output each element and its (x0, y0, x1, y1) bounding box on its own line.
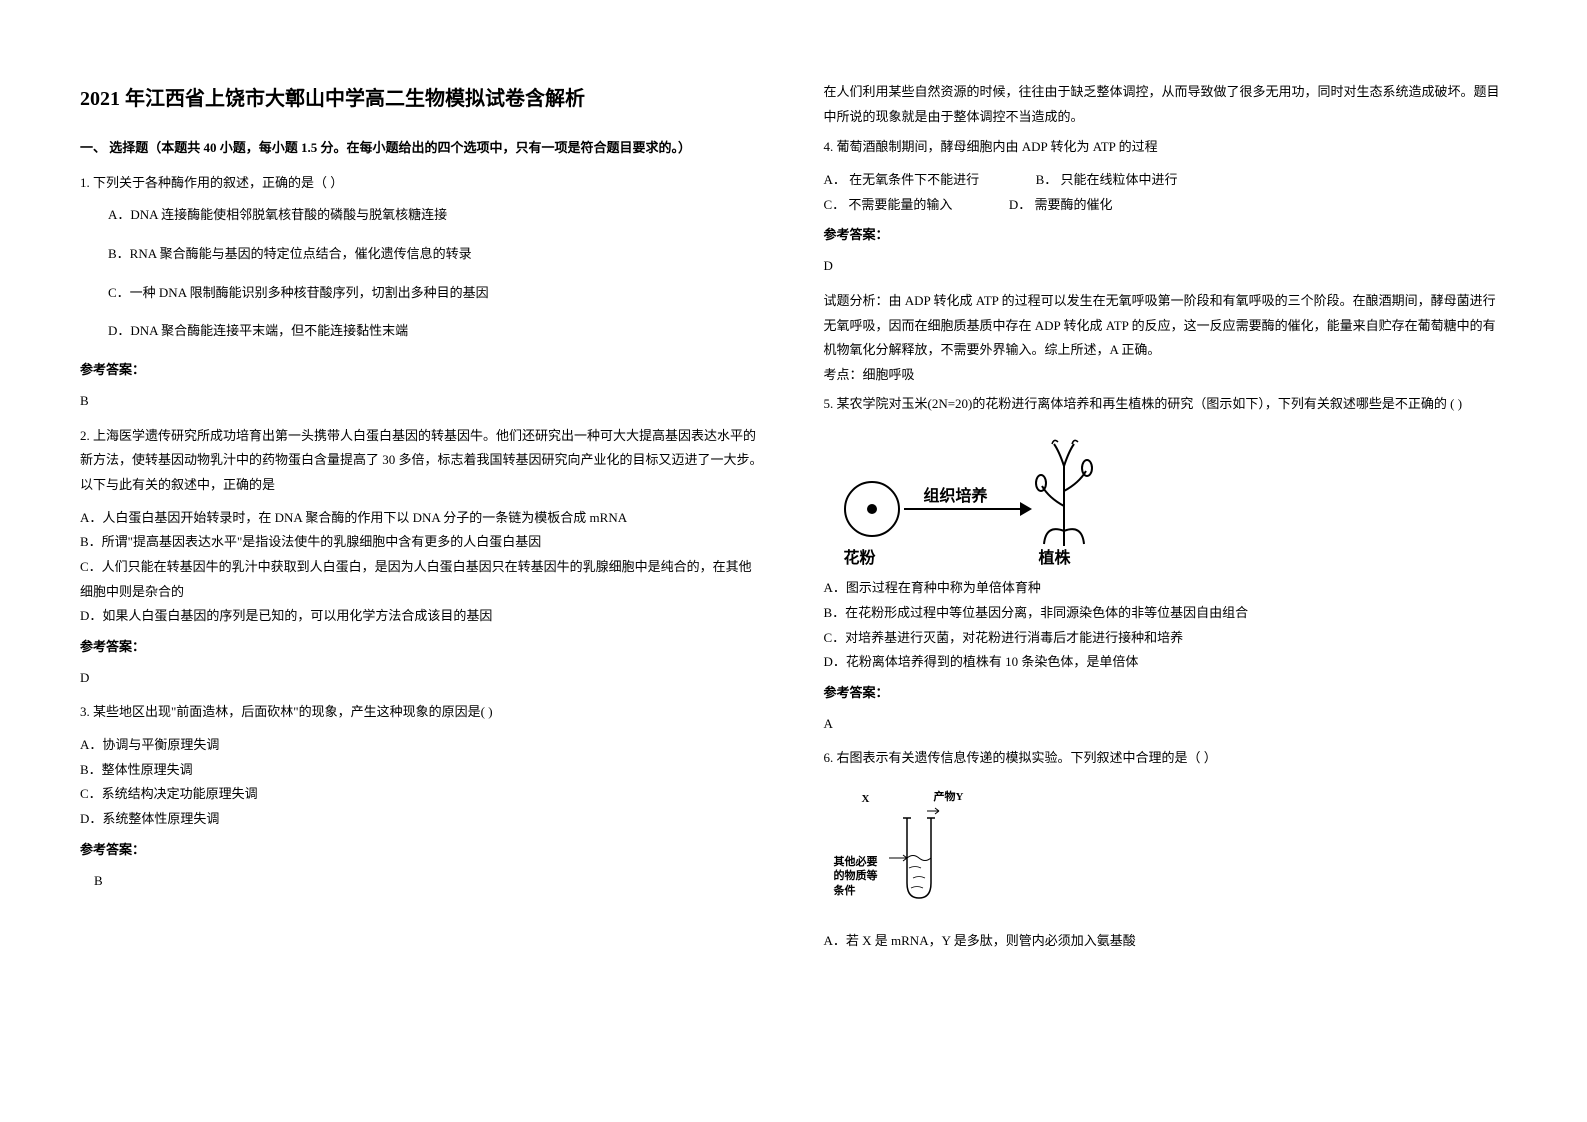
q4-answer-label: 参考答案： (824, 223, 1508, 248)
q3-opt-b: B．整体性原理失调 (80, 758, 764, 783)
q5-opt-c: C．对培养基进行灭菌，对花粉进行消毒后才能进行接种和培养 (824, 626, 1508, 651)
pollen-dot-icon (867, 504, 877, 514)
left-column: 2021 年江西省上饶市大鄣山中学高二生物模拟试卷含解析 一、 选择题（本题共 … (50, 80, 794, 1082)
q1-opt-c: C．一种 DNA 限制酶能识别多种核苷酸序列，切割出多种目的基因 (80, 281, 764, 306)
q3-opt-a: A．协调与平衡原理失调 (80, 733, 764, 758)
q2-opt-b: B．所谓"提高基因表达水平"是指设法使牛的乳腺细胞中含有更多的人白蛋白基因 (80, 530, 764, 555)
q3-opt-c: C．系统结构决定功能原理失调 (80, 782, 764, 807)
q5-opt-d: D．花粉离体培养得到的植株有 10 条染色体，是单倍体 (824, 650, 1508, 675)
q2-answer: D (80, 666, 764, 691)
q1-opt-b: B．RNA 聚合酶能与基因的特定位点结合，催化遗传信息的转录 (80, 242, 764, 267)
q1-answer-label: 参考答案： (80, 358, 764, 383)
q5-answer: A (824, 712, 1508, 737)
q4-opt-d: D． 需要酶的催化 (1009, 197, 1113, 212)
q5-answer-label: 参考答案： (824, 681, 1508, 706)
q4-explain1: 试题分析：由 ADP 转化成 ATP 的过程可以发生在无氧呼吸第一阶段和有氧呼吸… (824, 289, 1508, 363)
q5-diagram: 花粉 组织培养 植株 (834, 426, 1094, 566)
q5-opt-b: B．在花粉形成过程中等位基因分离，非同源染色体的非等位基因自由组合 (824, 601, 1508, 626)
q5-opt-a: A．图示过程在育种中称为单倍体育种 (824, 576, 1508, 601)
plant-icon (1034, 436, 1094, 556)
section-heading: 一、 选择题（本题共 40 小题，每小题 1.5 分。在每小题给出的四个选项中，… (80, 136, 764, 161)
q6-opt-a: A．若 X 是 mRNA，Y 是多肽，则管内必须加入氨基酸 (824, 929, 1508, 954)
q4-opt-b: B． 只能在线粒体中进行 (1036, 172, 1178, 187)
test-tube-icon (889, 803, 944, 903)
q3-opt-d: D．系统整体性原理失调 (80, 807, 764, 832)
plant-label: 植株 (1039, 544, 1071, 574)
q6-stem: 6. 右图表示有关遗传信息传递的模拟实验。下列叙述中合理的是（ ） (824, 746, 1508, 771)
q1-answer: B (80, 389, 764, 414)
exam-title: 2021 年江西省上饶市大鄣山中学高二生物模拟试卷含解析 (80, 80, 764, 118)
q2-opt-a: A．人白蛋白基因开始转录时，在 DNA 聚合酶的作用下以 DNA 分子的一条链为… (80, 506, 764, 531)
q4-answer: D (824, 254, 1508, 279)
q4-stem: 4. 葡萄酒酿制期间，酵母细胞内由 ADP 转化为 ATP 的过程 (824, 135, 1508, 160)
q5-stem: 5. 某农学院对玉米(2N=20)的花粉进行离体培养和再生植株的研究（图示如下）… (824, 392, 1508, 417)
q2-opt-d: D．如果人白蛋白基因的序列是已知的，可以用化学方法合成该目的基因 (80, 604, 764, 629)
q6-label-x: X (862, 789, 870, 810)
q2-stem: 2. 上海医学遗传研究所成功培育出第一头携带人白蛋白基因的转基因牛。他们还研究出… (80, 424, 764, 498)
right-column: 在人们利用某些自然资源的时候，往往由于缺乏整体调控，从而导致做了很多无用功，同时… (794, 80, 1538, 1082)
q4-explain2: 考点：细胞呼吸 (824, 363, 1508, 388)
q3-answer-label: 参考答案： (80, 838, 764, 863)
q1-opt-a: A．DNA 连接酶能使相邻脱氧核苷酸的磷酸与脱氧核糖连接 (80, 203, 764, 228)
arrow-label: 组织培养 (924, 482, 988, 512)
q4-opt-c: C． 不需要能量的输入 (824, 197, 953, 212)
q4-opts-row1: A． 在无氧条件下不能进行 B． 只能在线粒体中进行 (824, 168, 1508, 193)
arrow-head-icon (1020, 502, 1032, 516)
pollen-label: 花粉 (844, 544, 876, 574)
q4-opts-row2: C． 不需要能量的输入 D． 需要酶的催化 (824, 193, 1508, 218)
q3-answer: B (80, 869, 764, 894)
q6-diagram: X 产物Y 其他必要的物质等条件 (834, 785, 1004, 915)
q2-answer-label: 参考答案： (80, 635, 764, 660)
q4-opt-a: A． 在无氧条件下不能进行 (824, 172, 980, 187)
q3-explain: 在人们利用某些自然资源的时候，往往由于缺乏整体调控，从而导致做了很多无用功，同时… (824, 80, 1508, 129)
q2-opt-c: C．人们只能在转基因牛的乳汁中获取到人白蛋白，是因为人白蛋白基因只在转基因牛的乳… (80, 555, 764, 604)
q6-label-left: 其他必要的物质等条件 (834, 855, 882, 898)
q1-stem: 1. 下列关于各种酶作用的叙述，正确的是（ ） (80, 171, 764, 196)
q1-opt-d: D．DNA 聚合酶能连接平末端，但不能连接黏性末端 (80, 319, 764, 344)
q3-stem: 3. 某些地区出现"前面造林，后面砍林"的现象，产生这种现象的原因是( ) (80, 700, 764, 725)
